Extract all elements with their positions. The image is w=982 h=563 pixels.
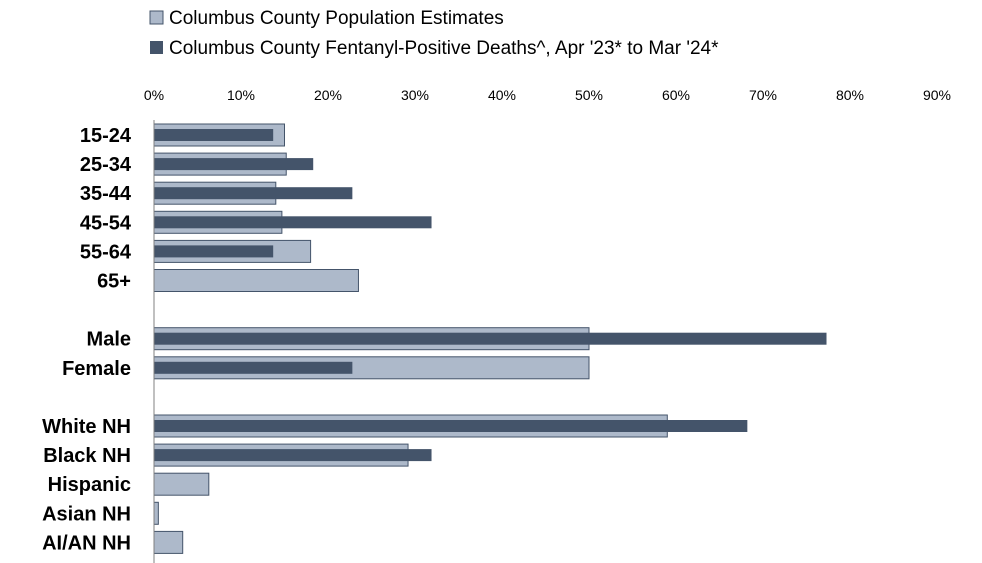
deaths-series xyxy=(154,129,827,462)
category-label: 25-34 xyxy=(80,154,132,176)
category-label: Female xyxy=(62,358,131,380)
category-label: Male xyxy=(87,329,131,351)
bar-deaths xyxy=(154,361,353,374)
category-label: Asian NH xyxy=(42,503,131,525)
category-label: 55-64 xyxy=(80,241,132,263)
category-label: Hispanic xyxy=(48,474,131,496)
bar-deaths xyxy=(154,216,432,229)
category-label: 65+ xyxy=(97,271,131,293)
bar-deaths xyxy=(154,187,353,200)
legend: Columbus County Population Estimates Col… xyxy=(149,8,719,59)
bar-population xyxy=(153,269,359,292)
bar-deaths xyxy=(154,420,748,432)
legend-swatch-deaths xyxy=(150,41,163,54)
category-label: Black NH xyxy=(43,445,131,467)
bar-deaths xyxy=(154,158,314,171)
x-tick-label: 50% xyxy=(575,87,603,103)
x-tick-label: 20% xyxy=(314,87,342,103)
legend-label-deaths: Columbus County Fentanyl-Positive Deaths… xyxy=(169,38,719,59)
category-label: 45-54 xyxy=(80,212,132,234)
bar-population xyxy=(153,501,159,525)
bar-population xyxy=(153,530,184,554)
bar-deaths xyxy=(154,332,827,345)
x-tick-label: 80% xyxy=(836,87,864,103)
x-tick-label: 10% xyxy=(227,87,255,103)
category-label: White NH xyxy=(42,416,131,438)
x-tick-label: 70% xyxy=(749,87,777,103)
bar-deaths xyxy=(154,449,432,462)
category-label: 35-44 xyxy=(80,183,132,205)
x-tick-label: 30% xyxy=(401,87,429,103)
legend-swatch-population xyxy=(149,10,164,25)
x-axis-tick-labels: 0% 10% 20% 30% 40% 50% 60% 70% 80% 90% xyxy=(144,87,951,103)
x-tick-label: 60% xyxy=(662,87,690,103)
category-label: 15-24 xyxy=(80,125,132,147)
x-tick-label: 90% xyxy=(923,87,951,103)
legend-label-population: Columbus County Population Estimates xyxy=(169,8,504,29)
y-axis-category-labels: 15-24 25-34 35-44 45-54 55-64 65+ Male Female Wh… xyxy=(42,125,132,554)
bar-deaths xyxy=(154,245,274,258)
x-tick-label: 0% xyxy=(144,87,164,103)
x-tick-label: 40% xyxy=(488,87,516,103)
category-label: AI/AN NH xyxy=(42,532,131,554)
bar-deaths xyxy=(154,129,274,141)
bar-population xyxy=(153,472,210,496)
